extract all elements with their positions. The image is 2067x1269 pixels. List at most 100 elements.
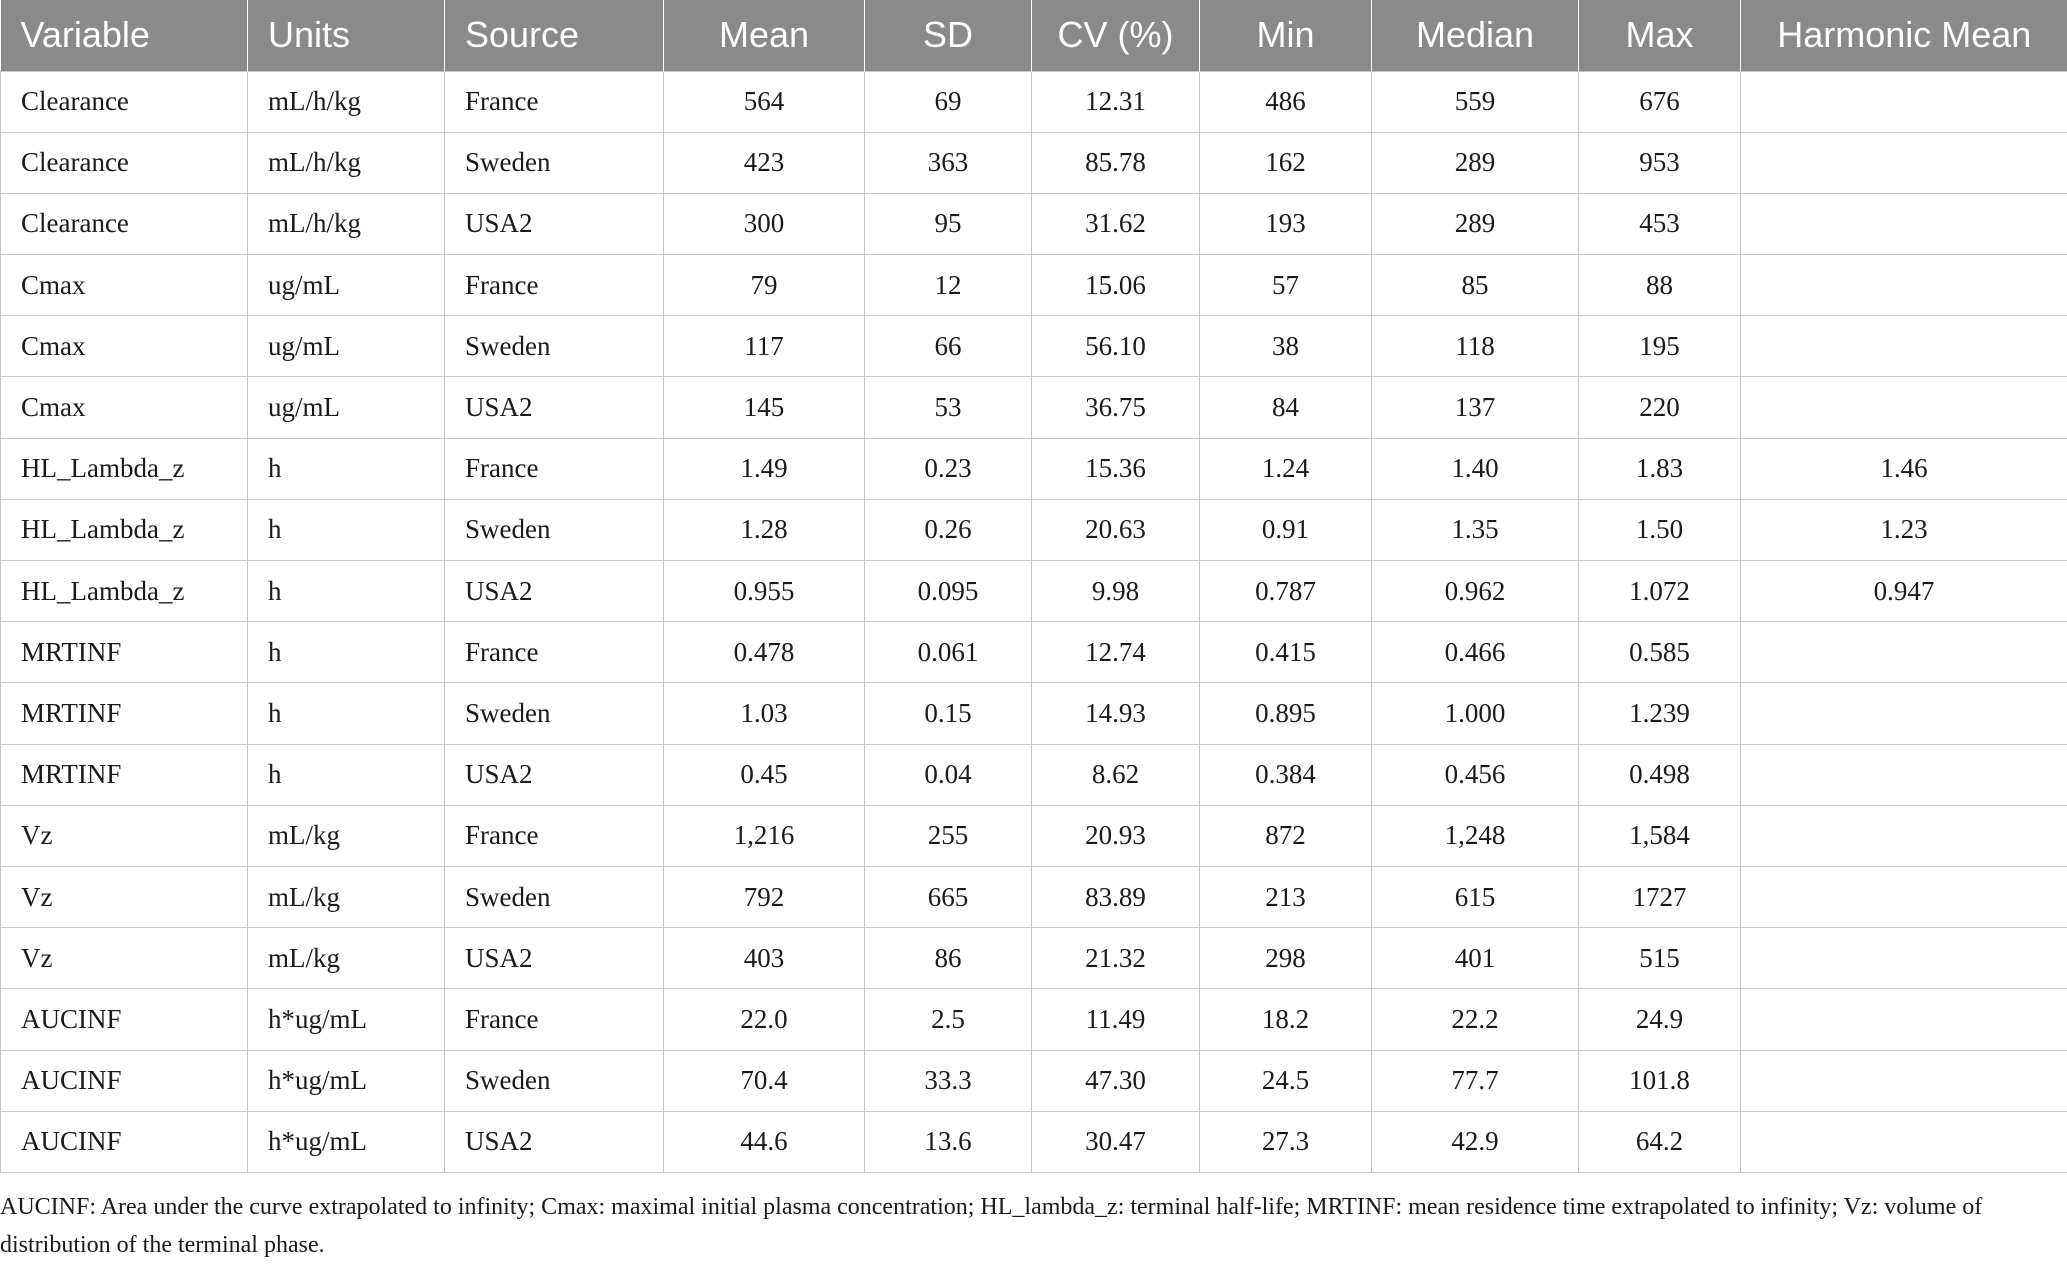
table-cell: 1.40: [1371, 437, 1579, 500]
table-cell: ug/mL: [247, 376, 445, 439]
table-cell: USA2: [444, 927, 664, 990]
table-row: MRTINF h France 0.478 0.061 12.74 0.415 0.466 0.…: [0, 621, 2067, 684]
table-row: HL_Lambda_z h Sweden 1.28 0.26 20.63 0.91 1.35 1…: [0, 498, 2067, 562]
table-cell: 14.93: [1031, 682, 1200, 745]
table-cell: 0.26: [864, 498, 1032, 562]
table-cell: HL_Lambda_z: [0, 437, 248, 500]
table-cell: Cmax: [0, 315, 248, 378]
table-cell: MRTINF: [0, 621, 248, 684]
table-row: Vz mL/kg USA2 403 86 21.32 298 401 515: [0, 927, 2067, 990]
table-cell: 1.28: [663, 498, 865, 562]
table-cell: [1740, 254, 2067, 317]
table-cell: 665: [864, 865, 1032, 929]
table-cell: 0.15: [864, 682, 1032, 745]
table-cell: 0.895: [1199, 682, 1372, 745]
table-cell: 30.47: [1031, 1110, 1200, 1173]
table-cell: 289: [1371, 131, 1579, 194]
table-cell: 213: [1199, 865, 1372, 929]
table-cell: 162: [1199, 131, 1372, 194]
table-cell: 403: [663, 927, 865, 990]
table-cell: 11.49: [1031, 988, 1200, 1051]
table-cell: 1.23: [1740, 498, 2067, 562]
table-cell: [1740, 315, 2067, 378]
column-header: Variable: [0, 0, 248, 71]
table-cell: Cmax: [0, 254, 248, 317]
table-row: AUCINF h*ug/mL France 22.0 2.5 11.49 18.2 22.2 2…: [0, 988, 2067, 1051]
table-cell: Clearance: [0, 131, 248, 194]
table-cell: 13.6: [864, 1110, 1032, 1173]
table-cell: 12.31: [1031, 70, 1200, 133]
table-body: Clearance mL/h/kg France 564 69 12.31 486 559 67…: [0, 70, 2067, 1173]
table-cell: 69: [864, 70, 1032, 133]
table-cell: 47.30: [1031, 1049, 1200, 1112]
table-cell: 117: [663, 315, 865, 378]
table-row: Vz mL/kg Sweden 792 665 83.89 213 615 1727: [0, 865, 2067, 929]
table-row: AUCINF h*ug/mL Sweden 70.4 33.3 47.30 24.5 77.7…: [0, 1049, 2067, 1112]
table-cell: 101.8: [1578, 1049, 1741, 1112]
table-cell: 85.78: [1031, 131, 1200, 194]
column-header: CV (%): [1031, 0, 1200, 71]
table-cell: 86: [864, 927, 1032, 990]
table-cell: 0.456: [1371, 743, 1579, 806]
table-cell: 8.62: [1031, 743, 1200, 806]
table-cell: mL/kg: [247, 804, 445, 867]
table-cell: 36.75: [1031, 376, 1200, 439]
column-header: Median: [1371, 0, 1579, 71]
table-cell: 289: [1371, 192, 1579, 256]
table-cell: 33.3: [864, 1049, 1032, 1112]
table-cell: mL/kg: [247, 865, 445, 929]
table-cell: 0.947: [1740, 559, 2067, 623]
table-cell: 363: [864, 131, 1032, 194]
table-row: MRTINF h USA2 0.45 0.04 8.62 0.384 0.456 0.498: [0, 743, 2067, 806]
table-cell: 22.0: [663, 988, 865, 1051]
table-cell: 1.35: [1371, 498, 1579, 562]
table-cell: HL_Lambda_z: [0, 498, 248, 562]
table-cell: 18.2: [1199, 988, 1372, 1051]
table-cell: 1.239: [1578, 682, 1741, 745]
table-cell: 1.83: [1578, 437, 1741, 500]
table-cell: 84: [1199, 376, 1372, 439]
table-cell: [1740, 804, 2067, 867]
table-cell: mL/h/kg: [247, 70, 445, 133]
column-header: Source: [444, 0, 664, 71]
table-cell: 792: [663, 865, 865, 929]
table-cell: 31.62: [1031, 192, 1200, 256]
column-header: SD: [864, 0, 1032, 71]
table-cell: AUCINF: [0, 988, 248, 1051]
column-header: Max: [1578, 0, 1741, 71]
table-cell: 0.478: [663, 621, 865, 684]
table-cell: 15.36: [1031, 437, 1200, 500]
table-cell: 423: [663, 131, 865, 194]
table-cell: 24.9: [1578, 988, 1741, 1051]
table-cell: France: [444, 804, 664, 867]
table-cell: h: [247, 743, 445, 806]
table-cell: mL/h/kg: [247, 192, 445, 256]
table-cell: 676: [1578, 70, 1741, 133]
column-header: Mean: [663, 0, 865, 71]
table-cell: 193: [1199, 192, 1372, 256]
table-cell: 1,216: [663, 804, 865, 867]
table-cell: 255: [864, 804, 1032, 867]
table-cell: [1740, 1110, 2067, 1173]
table-row: Cmax ug/mL USA2 145 53 36.75 84 137 220: [0, 376, 2067, 439]
table-cell: 12: [864, 254, 1032, 317]
table-cell: 0.962: [1371, 559, 1579, 623]
table-cell: 453: [1578, 192, 1741, 256]
table-row: Clearance mL/h/kg Sweden 423 363 85.78 162 289 9…: [0, 131, 2067, 194]
header-row: Variable Units Source Mean SD CV (%) Min Median…: [0, 0, 2067, 71]
table-row: Clearance mL/h/kg France 564 69 12.31 486 559 67…: [0, 70, 2067, 133]
table-cell: 615: [1371, 865, 1579, 929]
table-cell: 1,584: [1578, 804, 1741, 867]
table-cell: USA2: [444, 192, 664, 256]
table-row: Cmax ug/mL Sweden 117 66 56.10 38 118 195: [0, 315, 2067, 378]
table-cell: Vz: [0, 865, 248, 929]
table-cell: 486: [1199, 70, 1372, 133]
table-cell: 2.5: [864, 988, 1032, 1051]
table-cell: h: [247, 437, 445, 500]
table-row: Clearance mL/h/kg USA2 300 95 31.62 193 289 453: [0, 192, 2067, 256]
table-cell: [1740, 682, 2067, 745]
table-cell: Sweden: [444, 498, 664, 562]
table-cell: Clearance: [0, 192, 248, 256]
table-cell: AUCINF: [0, 1049, 248, 1112]
